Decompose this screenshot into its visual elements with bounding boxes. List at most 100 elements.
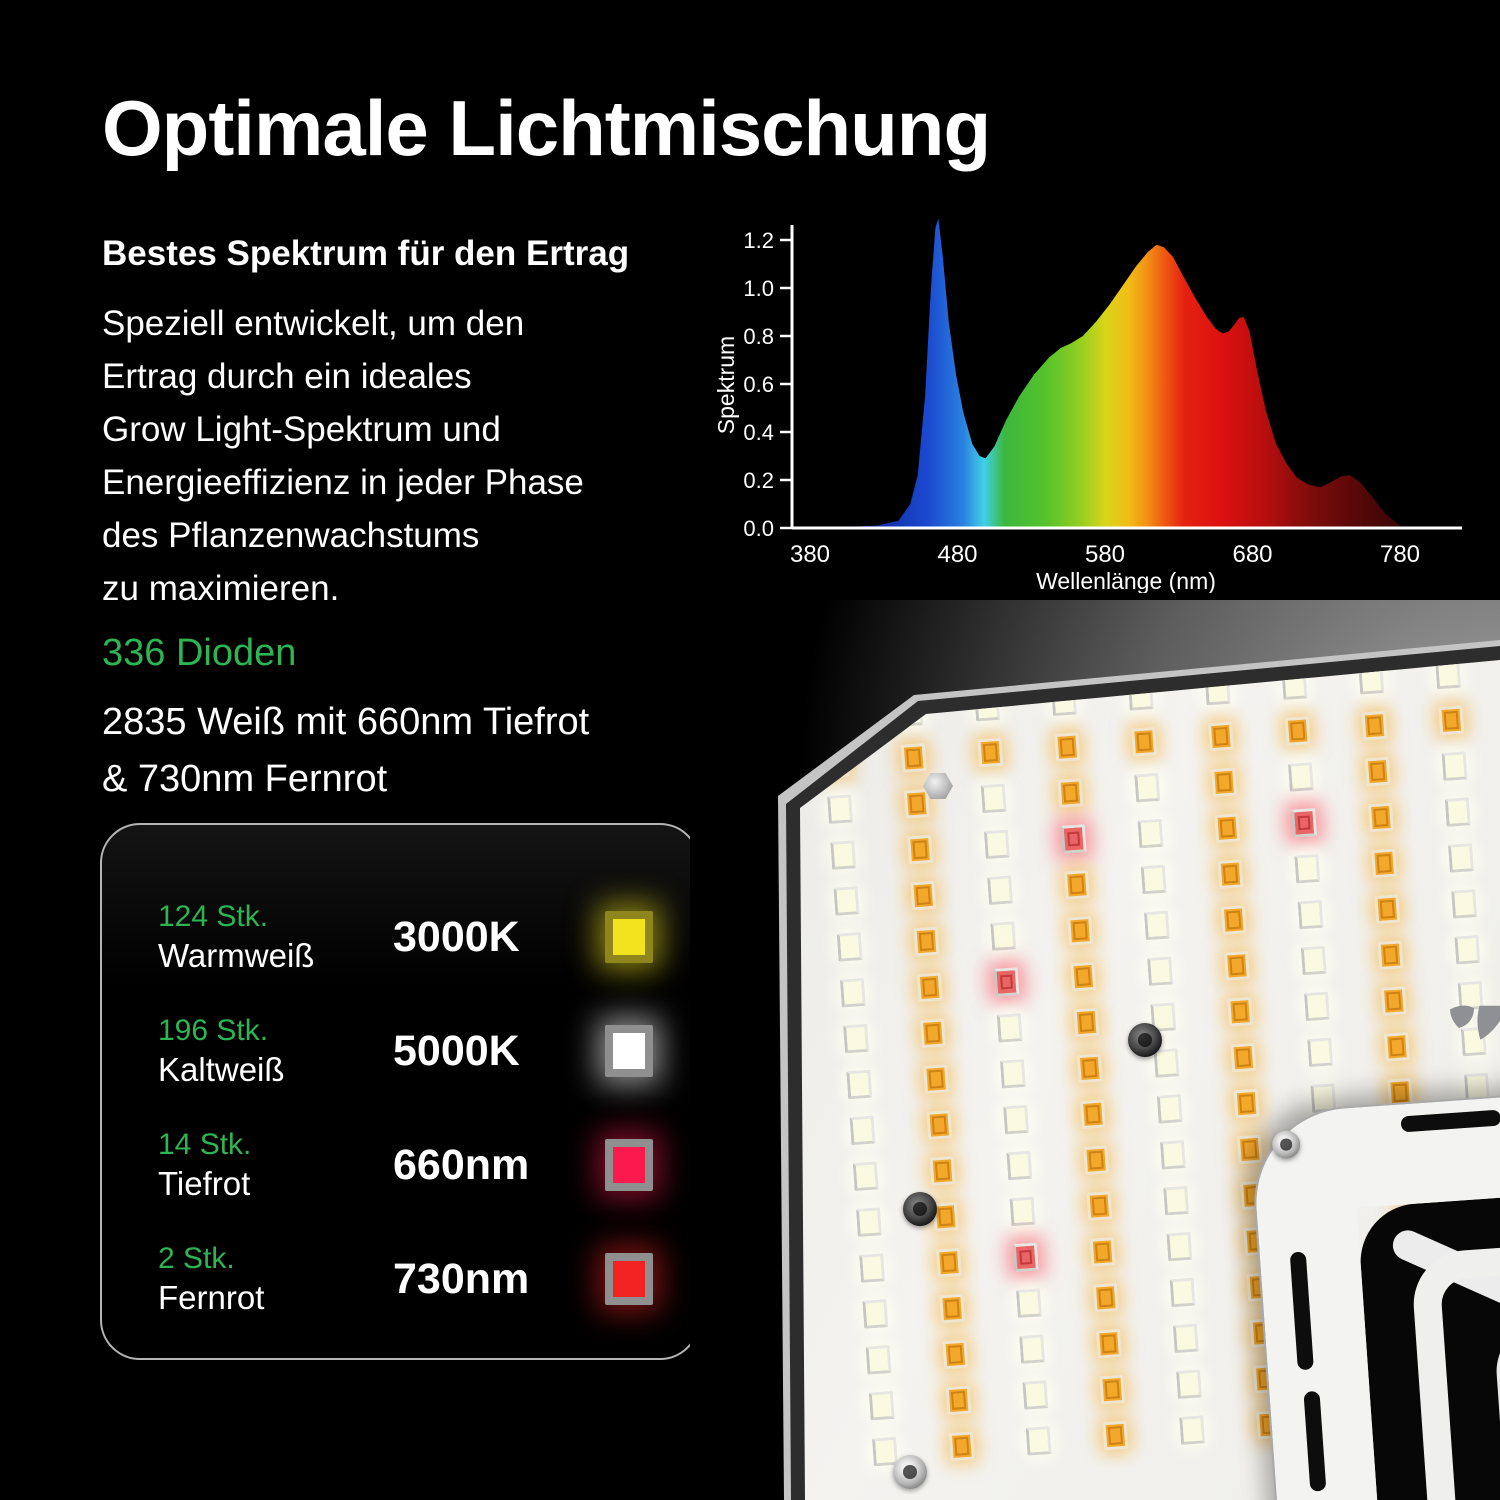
svg-text:1.2: 1.2 (743, 228, 774, 253)
svg-text:0.4: 0.4 (743, 420, 774, 445)
led-chip (1384, 1032, 1410, 1062)
led-chip (1131, 727, 1158, 757)
led-chip (1073, 1007, 1100, 1038)
brand-logo-icon (1448, 1004, 1500, 1059)
led-chip (1207, 721, 1234, 752)
intro-body-text: Speziell entwickelt, um den Ertrag durch… (102, 304, 584, 608)
led-emitter (1085, 1104, 1101, 1124)
led-chip (1063, 870, 1090, 900)
led-chip (1006, 1150, 1033, 1181)
led-chip (1099, 1374, 1126, 1405)
spec-row: 196 Stk. Kaltweiß 5000K (158, 997, 698, 1105)
diode-subtitle: 2835 Weiß mit 660nm Tiefrot & 730nm Fern… (102, 701, 590, 800)
led-chip (1169, 1277, 1196, 1308)
led-chip (983, 829, 1010, 860)
led-emitter (1222, 864, 1239, 884)
screw (1128, 1023, 1162, 1057)
svg-text:0.6: 0.6 (743, 372, 774, 397)
led-emitter (1072, 921, 1088, 941)
led-chip (1156, 1094, 1183, 1124)
led-chip (1211, 767, 1238, 798)
diode-spec-value: 660nm (393, 1140, 530, 1189)
y-axis-label: Spektrum (713, 336, 739, 434)
led-chip (1140, 864, 1167, 895)
section-heading: Bestes Spektrum für den Ertrag (102, 234, 630, 273)
led-chip (849, 1115, 876, 1146)
led-emitter (944, 1299, 960, 1319)
led-chip (1444, 797, 1471, 827)
color-swatch (605, 911, 653, 963)
led-chip (942, 1339, 969, 1370)
led-chip (1083, 1145, 1110, 1175)
led-chip (1287, 762, 1314, 792)
led-chip (1217, 859, 1244, 889)
led-chip (1172, 1323, 1199, 1354)
led-emitter (909, 794, 925, 814)
led-chip (935, 1247, 962, 1278)
led-emitter (941, 1253, 957, 1273)
led-chip (990, 921, 1017, 951)
led-chip (1102, 1420, 1129, 1451)
led-emitter (906, 748, 922, 768)
spectrum-chart: 0.0 0.2 0.4 0.6 0.8 1.0 1.2 380 480 580 680 780 Spe… (700, 213, 1500, 594)
led-emitter (1373, 808, 1389, 827)
led-chip (1153, 1048, 1180, 1078)
led-chip (945, 1385, 972, 1416)
led-chip (1089, 1237, 1116, 1267)
led-chip (1022, 1380, 1049, 1410)
led-chip (846, 1069, 873, 1100)
led-chip (1223, 951, 1250, 981)
led-chip (1179, 1415, 1206, 1445)
x-axis-label: Wellenlänge (nm) (1036, 568, 1216, 593)
led-emitter (928, 1069, 944, 1089)
svg-text:380: 380 (790, 541, 830, 568)
diode-type-name: Fernrot (158, 1279, 265, 1317)
led-chip (1377, 940, 1404, 970)
led-emitter (1088, 1150, 1104, 1170)
led-chip (1096, 1328, 1122, 1359)
led-chip (1361, 710, 1388, 741)
diode-count-value: 124 Stk. (158, 899, 269, 933)
led-chip (910, 880, 937, 911)
led-chip (1284, 716, 1311, 746)
led-chip (1451, 889, 1478, 919)
screw (903, 1192, 937, 1226)
led-emitter (1069, 875, 1085, 895)
led-emitter (1376, 853, 1392, 873)
led-chip (868, 1390, 895, 1421)
led-chip (1092, 1283, 1119, 1313)
led-emitter (1091, 1196, 1107, 1216)
led-chip (1297, 899, 1324, 930)
diode-spec-value: 3000K (393, 912, 520, 961)
led-emitter (1232, 1002, 1248, 1022)
led-chip (1160, 1139, 1186, 1170)
led-chip (1054, 732, 1081, 762)
led-emitter (1062, 783, 1079, 803)
led-chip (1143, 910, 1170, 941)
led-chip (855, 1207, 882, 1237)
led-chip (1134, 772, 1161, 803)
led-chip (862, 1299, 889, 1329)
led-chip (900, 743, 927, 773)
led-emitter (1101, 1334, 1117, 1354)
led-emitter (938, 1207, 954, 1227)
led-emitter (1235, 1048, 1251, 1068)
led-emitter (1443, 710, 1459, 730)
led-chip (839, 977, 866, 1008)
led-emitter (1229, 956, 1245, 976)
led-chip (852, 1161, 879, 1192)
led-chip (1086, 1191, 1113, 1221)
led-chip (923, 1064, 950, 1094)
diode-count-label: 336 Dioden (102, 632, 297, 674)
led-emitter (1098, 1288, 1114, 1308)
led-emitter (947, 1345, 963, 1364)
svg-text:680: 680 (1232, 541, 1272, 568)
led-chip (1076, 1053, 1103, 1084)
led-chip (1364, 756, 1391, 787)
led-chip (859, 1253, 886, 1283)
led-chip (1079, 1099, 1106, 1130)
led-chip (1220, 905, 1247, 935)
led-chip (1003, 1104, 1030, 1135)
spec-row: 124 Stk. Warmweiß 3000K (158, 883, 698, 991)
svg-text:1.0: 1.0 (743, 276, 774, 301)
